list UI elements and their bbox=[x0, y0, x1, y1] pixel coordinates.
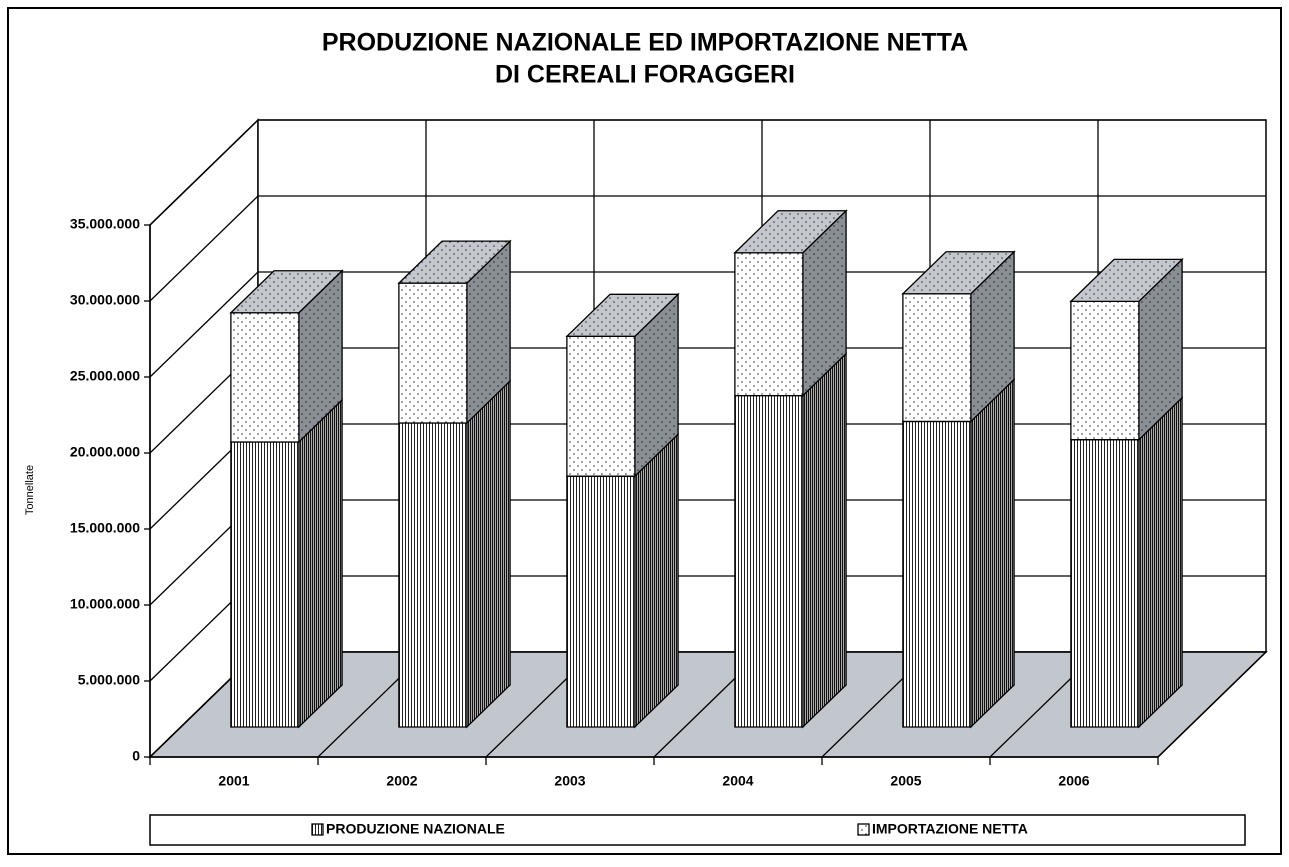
legend-label: PRODUZIONE NAZIONALE bbox=[326, 821, 505, 837]
y-tick-label: 0 bbox=[132, 748, 140, 764]
bar-top bbox=[1069, 258, 1184, 303]
bar-side bbox=[634, 432, 679, 729]
y-tick-label: 25.000.000 bbox=[70, 368, 140, 384]
bar bbox=[734, 394, 804, 728]
grid-line bbox=[149, 119, 259, 226]
bar bbox=[566, 475, 636, 728]
bar bbox=[734, 252, 804, 397]
y-tick-label: 20.000.000 bbox=[70, 444, 140, 460]
bar bbox=[230, 441, 300, 728]
bar-top bbox=[733, 210, 848, 254]
bar bbox=[398, 422, 468, 728]
bar-side bbox=[970, 377, 1015, 729]
y-tick-label: 15.000.000 bbox=[70, 520, 140, 536]
floor-line bbox=[1157, 651, 1267, 758]
x-tick-label: 2003 bbox=[554, 773, 585, 789]
bar bbox=[566, 335, 636, 477]
bar-side bbox=[802, 352, 847, 729]
x-tick-label: 2006 bbox=[1058, 773, 1089, 789]
chart-title: PRODUZIONE NAZIONALE ED IMPORTAZIONE NET… bbox=[322, 29, 968, 57]
bar-top bbox=[397, 240, 512, 284]
bar bbox=[230, 312, 300, 443]
legend bbox=[149, 814, 1246, 846]
bar bbox=[902, 293, 972, 423]
bar-side bbox=[466, 379, 511, 729]
y-tick-label: 10.000.000 bbox=[70, 596, 140, 612]
bar bbox=[398, 282, 468, 424]
y-axis-label: Tonnellate bbox=[24, 465, 36, 515]
x-tick-label: 2004 bbox=[722, 773, 753, 789]
y-tick-label: 5.000.000 bbox=[78, 672, 140, 688]
bar-side bbox=[298, 398, 343, 729]
bar-side bbox=[1138, 396, 1183, 729]
x-tick-label: 2005 bbox=[890, 773, 921, 789]
bar bbox=[902, 420, 972, 728]
bar-top bbox=[229, 270, 344, 314]
y-tick-label: 30.000.000 bbox=[70, 292, 140, 308]
legend-swatch bbox=[311, 823, 324, 836]
bar-top bbox=[901, 251, 1016, 295]
y-tick-label: 35.000.000 bbox=[70, 216, 140, 232]
bar bbox=[1070, 300, 1140, 441]
grid-line bbox=[149, 195, 259, 302]
chart-title: DI CEREALI FORAGGERI bbox=[495, 61, 795, 89]
bar-top bbox=[565, 293, 680, 337]
grid-line bbox=[149, 271, 259, 378]
plot: 0 5.000.000 10.000.000 15.000.000 20.000.000… bbox=[70, 118, 1268, 789]
x-tick-label: 2002 bbox=[386, 773, 417, 789]
bar bbox=[1070, 439, 1140, 728]
x-tick-label: 2001 bbox=[218, 773, 249, 789]
legend-label: IMPORTAZIONE NETTA bbox=[872, 821, 1028, 837]
legend-swatch bbox=[857, 823, 870, 836]
